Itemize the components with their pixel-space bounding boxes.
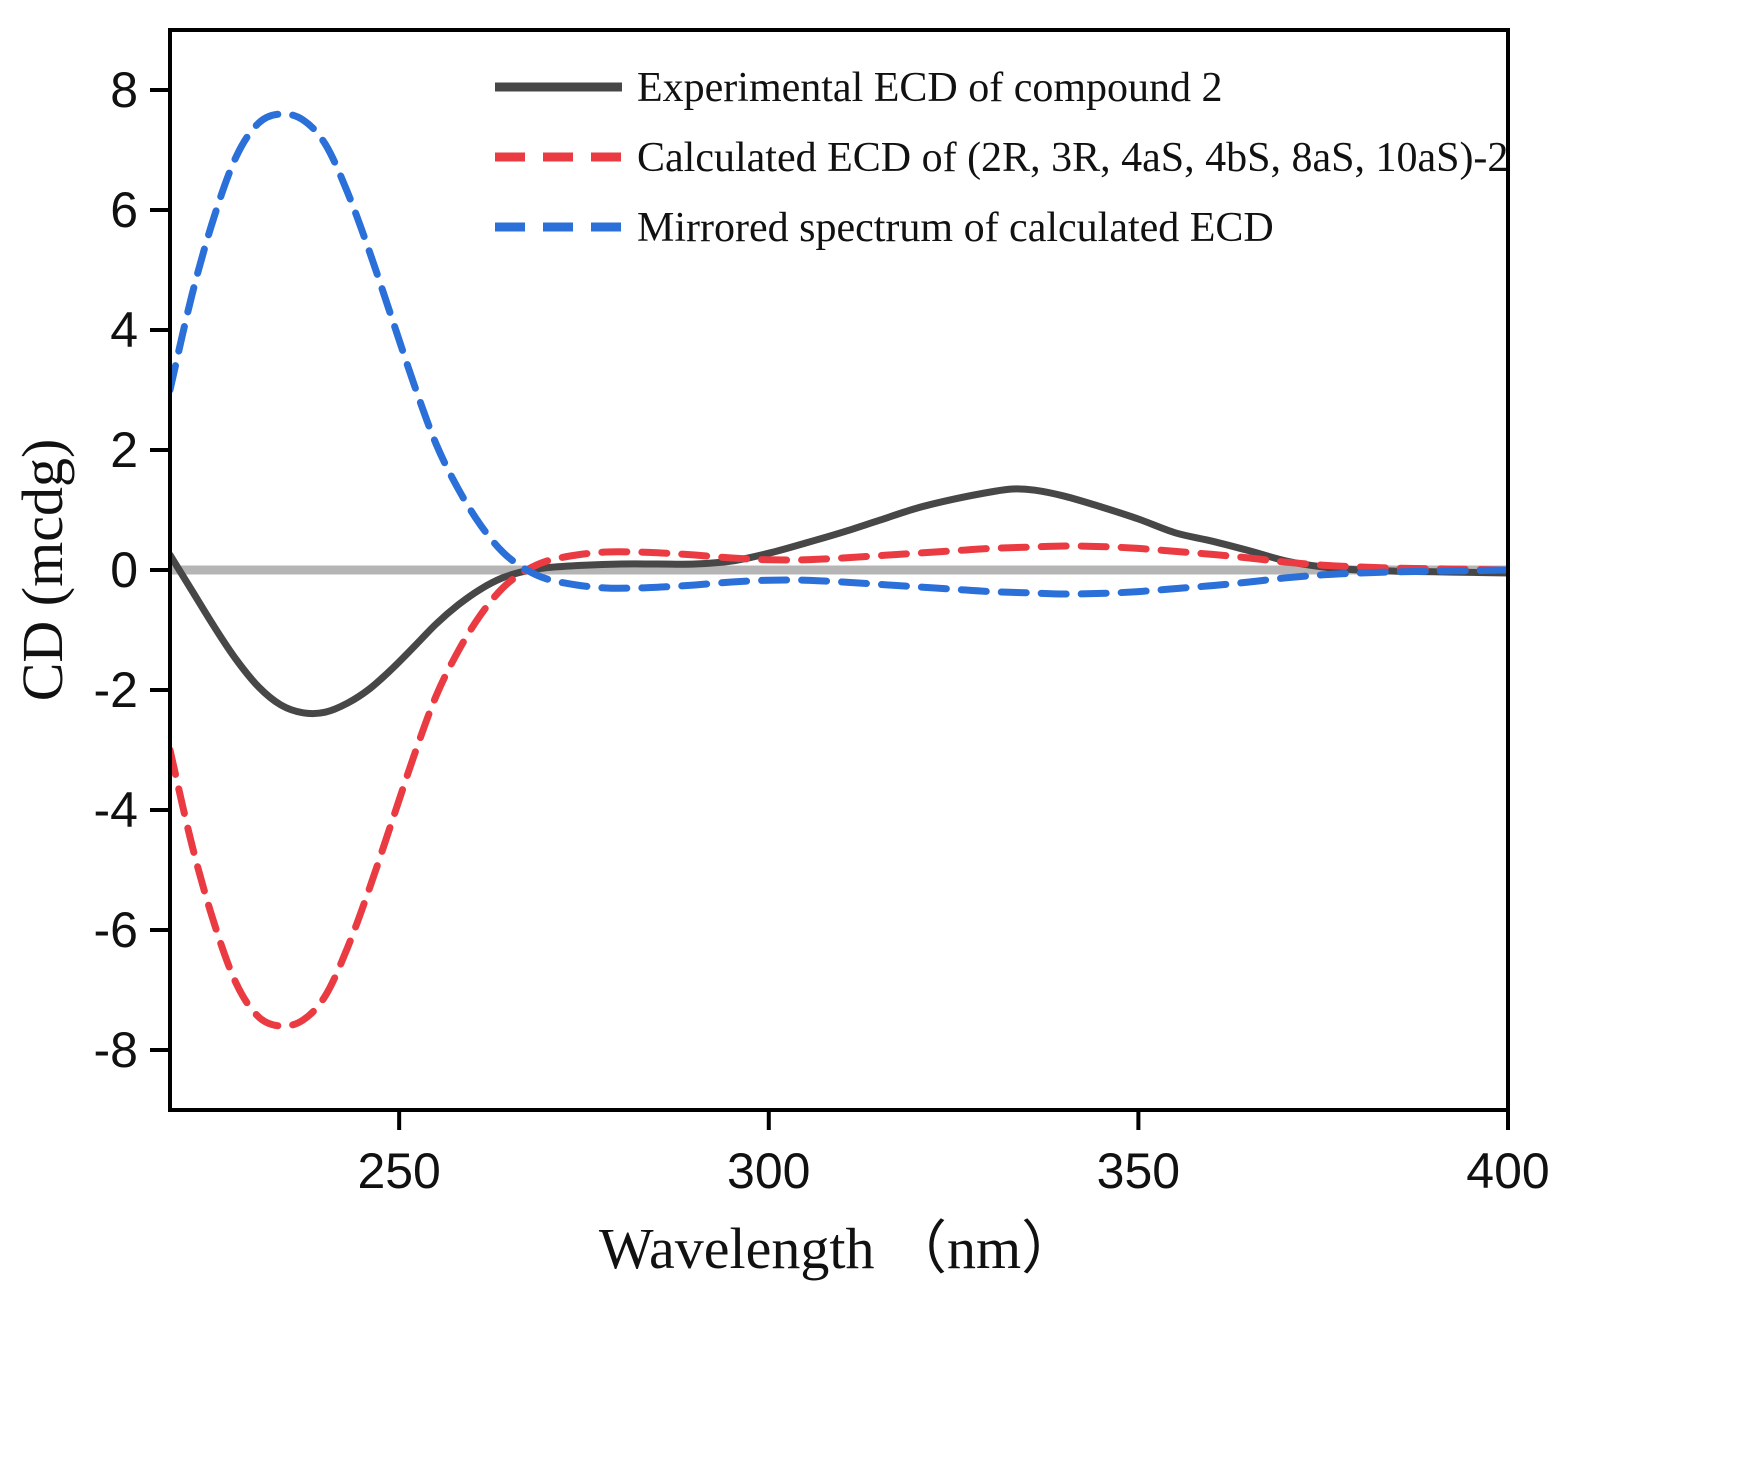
legend-label-experimental: Experimental ECD of compound 2: [637, 65, 1223, 111]
y-tick-label: 4: [110, 302, 138, 358]
y-tick-label: -6: [94, 902, 138, 958]
x-tick-label: 250: [357, 1143, 440, 1199]
series-curve-0: [170, 485, 1508, 718]
y-axis-title: CD (mcdg): [10, 439, 75, 702]
legend-label-calculated: Calculated ECD of (2R, 3R, 4aS, 4bS, 8aS…: [637, 135, 1508, 181]
series-curve-1: [170, 542, 1508, 1030]
y-tick-label: 2: [110, 422, 138, 478]
y-tick-label: -8: [94, 1022, 138, 1078]
x-tick-label: 350: [1097, 1143, 1180, 1199]
plot-area: 250 300 350 400 -8 -6 -4 -2 0 2 4 6 8: [94, 28, 1550, 1199]
legend: Experimental ECD of compound 2 Calculate…: [495, 65, 1508, 251]
y-tick-label: 0: [110, 542, 138, 598]
x-tick-label: 300: [727, 1143, 810, 1199]
x-axis-title: Wavelength （nm）: [599, 1216, 1079, 1281]
y-tick-label: -2: [94, 662, 138, 718]
x-tick-label: 400: [1466, 1143, 1549, 1199]
legend-label-mirrored: Mirrored spectrum of calculated ECD: [637, 205, 1274, 251]
legend-line-samples: [495, 82, 622, 232]
series-curve-2: [170, 110, 1508, 598]
y-tick-label: 8: [110, 62, 138, 118]
y-tick-label: -4: [94, 782, 138, 838]
y-tick-label: 6: [110, 182, 138, 238]
